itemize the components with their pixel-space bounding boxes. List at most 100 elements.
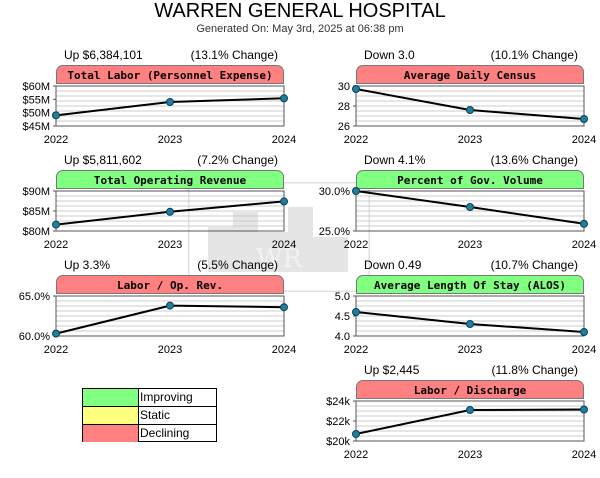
x-tick-label: 2023 (458, 239, 482, 251)
data-point (580, 405, 588, 414)
y-tick-label: 5.0 (335, 291, 350, 303)
y-tick-label: $60M (22, 81, 50, 93)
data-point (580, 115, 588, 123)
x-tick-label: 2024 (572, 239, 596, 251)
change-percent: (10.7% Change) (490, 258, 578, 272)
y-tick-label: 60.0% (19, 331, 50, 343)
x-tick-label: 2023 (158, 239, 182, 251)
plot-frame (355, 190, 585, 232)
series-line (355, 88, 585, 120)
change-amount: Up $5,811,602 (64, 153, 142, 167)
x-tick-label: 2023 (458, 344, 482, 356)
chart-title-banner: Average Length Of Stay (ALOS) (356, 275, 584, 294)
x-tick-label: 2022 (44, 344, 68, 356)
kpi-chart: Down 0.49 (10.7% Change) Average Length Of… (300, 258, 600, 373)
y-tick-label: 65.0% (19, 291, 50, 303)
x-tick-label: 2024 (272, 344, 296, 356)
y-tick-label: $50M (22, 108, 50, 120)
legend-swatch-improving (83, 389, 139, 406)
chart-plot: 65.0% 60.0%2022 2023 2024 (19, 291, 296, 356)
legend-swatch-static (83, 407, 139, 424)
data-point (352, 187, 360, 195)
chart-plot: 30.0% 25.0%2022 2023 2024 (319, 186, 596, 251)
kpi-chart: Down 4.1% (13.6% Change) Percent of Gov. V… (300, 153, 600, 268)
legend-item-static: Static (83, 407, 216, 425)
kpi-chart: Up $2,445 (11.8% Change) Labor / Discharge… (300, 363, 600, 478)
change-percent: (5.5% Change) (197, 258, 278, 272)
watermark-logo: WR (188, 182, 370, 292)
data-point (466, 203, 474, 211)
data-point (52, 220, 60, 229)
change-percent: (11.8% Change) (491, 363, 579, 377)
x-tick-label: 2023 (158, 134, 182, 146)
generated-timestamp: Generated On: May 3rd, 2025 at 06:38 pm (196, 23, 404, 35)
data-point (466, 406, 474, 414)
x-tick-label: 2023 (458, 134, 482, 146)
change-percent: (10.1% Change) (490, 48, 578, 62)
legend-label: Improving (140, 390, 193, 404)
change-percent: (13.6% Change) (490, 153, 578, 167)
x-tick-label: 2022 (344, 239, 368, 251)
data-point (352, 430, 360, 438)
y-tick-label: $80M (22, 226, 50, 238)
change-amount: Up $6,384,101 (64, 48, 143, 62)
chart-title-banner: Average Daily Census (356, 65, 584, 84)
plot-frame (55, 295, 285, 337)
change-amount: Up 3.3% (64, 258, 111, 272)
data-point (280, 197, 288, 206)
y-tick-label: $22k (326, 416, 350, 428)
x-tick-label: 2022 (344, 134, 368, 146)
x-tick-label: 2022 (344, 449, 368, 461)
data-point (580, 219, 588, 228)
x-tick-label: 2022 (44, 239, 68, 251)
chart-title-banner: Total Labor (Personnel Expense) (56, 65, 284, 84)
y-tick-label: 25.0% (319, 226, 350, 238)
legend-item-improving: Improving (83, 389, 216, 407)
x-tick-label: 2024 (572, 134, 596, 146)
change-amount: Down 4.1% (364, 153, 426, 167)
change-amount: Up $2,445 (364, 363, 420, 377)
chart-title-banner: Labor / Op. Rev. (56, 275, 284, 294)
x-tick-label: 2024 (272, 239, 296, 251)
y-tick-label: 30 (338, 81, 350, 93)
y-tick-label: 30.0% (319, 186, 350, 198)
x-tick-label: 2022 (344, 344, 368, 356)
y-tick-label: 28 (338, 101, 350, 113)
y-tick-label: $45M (22, 121, 50, 133)
x-tick-label: 2022 (44, 134, 68, 146)
chart-title-banner: Total Operating Revenue (56, 170, 284, 189)
x-tick-label: 2024 (572, 344, 596, 356)
y-tick-label: $90M (22, 186, 50, 198)
data-point (280, 94, 288, 103)
legend-label: Static (140, 408, 171, 422)
data-point (466, 320, 474, 328)
data-point (166, 207, 174, 216)
y-tick-label: $20k (326, 436, 350, 448)
series-line (55, 304, 285, 335)
legend-label: Declining (140, 426, 190, 440)
kpi-chart: Down 3.0 (10.1% Change) Average Daily Cens… (300, 48, 600, 163)
legend: Improving Static Declining (82, 388, 217, 442)
plot-frame (55, 85, 285, 127)
y-tick-label: $85M (22, 206, 50, 218)
data-point (52, 111, 60, 120)
change-amount: Down 0.49 (364, 258, 422, 272)
y-tick-label: 4.5 (335, 311, 350, 323)
data-point (580, 328, 588, 336)
data-point (52, 329, 60, 338)
data-point (166, 301, 174, 310)
data-point (466, 106, 474, 114)
data-point (352, 85, 360, 93)
x-tick-label: 2024 (272, 134, 296, 146)
chart-title-banner: Labor / Discharge (356, 380, 584, 399)
x-tick-label: 2024 (572, 449, 596, 461)
chart-title-banner: Percent of Gov. Volume (356, 170, 584, 189)
data-point (166, 98, 174, 106)
y-tick-label: $55M (22, 94, 50, 106)
y-tick-label: 26 (338, 121, 350, 133)
